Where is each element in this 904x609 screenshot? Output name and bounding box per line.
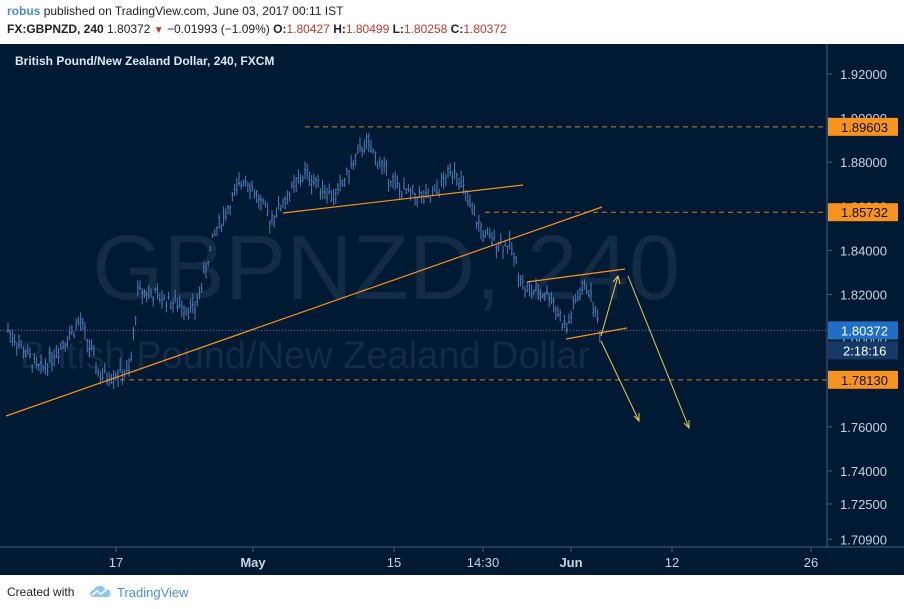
current-price-value: 1.80372: [841, 323, 888, 338]
price-tick-label: 1.70900: [840, 532, 887, 547]
tradingview-cloud-icon[interactable]: [88, 583, 114, 599]
price-tick-label: 1.76000: [840, 420, 887, 435]
time-tick-label: 26: [804, 555, 818, 570]
price-level-value: 1.89603: [841, 120, 888, 135]
low-value: 1.80258: [403, 22, 448, 36]
price-tick-label: 1.88000: [840, 155, 887, 170]
countdown-tag: [828, 341, 898, 360]
price-level-labels: 1.89603 1.85732 1.78130 1.80372 2:18:16: [828, 117, 898, 389]
price-tick-label: 1.74000: [840, 464, 887, 479]
time-tick-labels: 17 May 15 14:30 Jun 12 26: [109, 547, 818, 570]
open-value: 1.80427: [286, 22, 330, 36]
price-bars: [7, 132, 601, 389]
flag-lower-line[interactable]: [565, 327, 628, 340]
time-tick-label: 14:30: [467, 555, 500, 570]
up-arrow-line[interactable]: [600, 275, 619, 337]
flag-upper-line[interactable]: [526, 268, 626, 283]
watermark-symbol: GBPNZD, 240: [92, 217, 680, 319]
tradingview-brand[interactable]: TradingView: [117, 585, 189, 600]
price-tick-label: 1.92000: [840, 67, 887, 82]
projection-arrows[interactable]: [600, 274, 690, 430]
up-arrow-head-icon: [612, 274, 621, 285]
price-level-value: 1.78130: [841, 373, 888, 388]
time-tick-label: Jun: [559, 555, 582, 570]
high-label: H:: [333, 22, 346, 36]
time-tick-label: 15: [387, 555, 401, 570]
trendlines[interactable]: [5, 184, 628, 417]
neckline-trendline[interactable]: [282, 184, 524, 214]
down-arrow-short-line[interactable]: [600, 340, 640, 422]
price-level-tag: [828, 117, 898, 136]
published-text: published on TradingView.com, June 03, 2…: [43, 4, 344, 18]
price-tick-label: 1.82000: [840, 288, 887, 303]
high-value: 1.80499: [345, 22, 390, 36]
down-arrow-long-line[interactable]: [627, 275, 690, 429]
last-price: 1.80372: [107, 22, 151, 36]
price-level-tag: [828, 203, 898, 222]
chart-title: British Pound/New Zealand Dollar, 240, F…: [15, 54, 274, 68]
price-tick-label: 1.72500: [840, 497, 887, 512]
close-value: 1.80372: [463, 22, 507, 36]
time-tick-label: 17: [109, 555, 123, 570]
time-tick-label: May: [240, 555, 266, 570]
time-tick-label: 12: [665, 555, 679, 570]
price-level-value: 1.85732: [841, 205, 888, 220]
price-tick-label: 1.84000: [840, 243, 887, 258]
symbol-label: FX:GBPNZD, 240: [7, 22, 104, 36]
horizontal-levels: [0, 126, 827, 381]
publish-info: robus published on TradingView.com, June…: [7, 4, 343, 18]
open-label: O:: [273, 22, 287, 36]
watermark-name: British Pound/New Zealand Dollar: [20, 335, 591, 377]
close-label: C:: [450, 22, 464, 36]
down-arrow-long-head-icon: [683, 420, 690, 430]
ohlc-line: FX:GBPNZD, 240 1.80372 ▼ −0.01993 (−1.09…: [7, 22, 507, 36]
long-support-trendline[interactable]: [5, 206, 603, 417]
footer: Created with TradingView: [0, 575, 904, 609]
chart-background: [0, 44, 904, 575]
price-change: −0.01993 (−1.09%): [167, 22, 270, 36]
price-level-tag: [828, 370, 898, 389]
bar-countdown: 2:18:16: [843, 343, 886, 358]
down-arrow-short-head-icon: [633, 413, 640, 423]
current-price-tag: [828, 321, 898, 340]
author-name[interactable]: robus: [7, 4, 41, 18]
chart-header: robus published on TradingView.com, June…: [0, 0, 904, 44]
created-with-text: Created with: [7, 585, 75, 599]
down-triangle-icon: ▼: [153, 25, 164, 36]
low-label: L:: [392, 22, 404, 36]
price-chart[interactable]: GBPNZD, 240 British Pound/New Zealand Do…: [0, 44, 904, 575]
